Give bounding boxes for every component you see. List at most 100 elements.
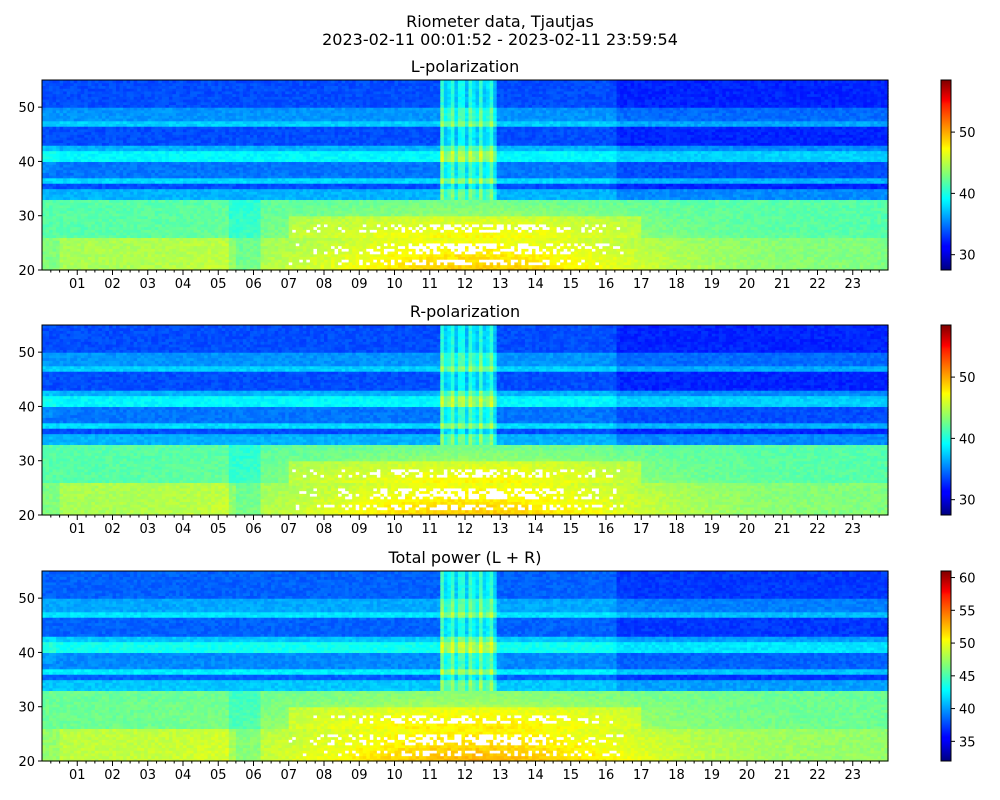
x-tick-label: 08 (316, 277, 333, 292)
x-tick-label: 18 (668, 768, 685, 783)
x-tick-label: 09 (351, 277, 368, 292)
x-tick-label: 20 (739, 277, 756, 292)
x-tick-label: 17 (633, 277, 650, 292)
x-tick-label: 21 (774, 522, 791, 537)
y-tick-label: 50 (18, 101, 35, 116)
x-tick-label: 01 (69, 522, 86, 537)
x-tick-label: 22 (809, 522, 826, 537)
x-tick-label: 04 (175, 768, 192, 783)
x-tick-label: 12 (457, 768, 474, 783)
colorbar-tick-label: 40 (959, 703, 976, 718)
x-tick-label: 06 (245, 277, 262, 292)
colorbar-tick-label: 40 (959, 432, 976, 447)
y-tick-label: 40 (18, 400, 35, 415)
x-tick-label: 11 (421, 768, 438, 783)
y-tick-label: 20 (18, 755, 35, 770)
x-tick-label: 04 (175, 522, 192, 537)
x-tick-label: 22 (809, 768, 826, 783)
y-tick-label: 30 (18, 210, 35, 225)
x-tick-label: 02 (104, 522, 121, 537)
x-tick-label: 02 (104, 768, 121, 783)
panel-3: Total power (L + R) 20 30 40 50 01 02 03 04 05 06 0… (18, 548, 975, 783)
x-tick-label: 05 (210, 522, 227, 537)
x-tick-label: 11 (421, 277, 438, 292)
colorbar-tick-label: 50 (959, 637, 976, 652)
y-tick-label: 20 (18, 264, 35, 279)
heatmap-image (42, 80, 889, 271)
colorbar-tick-label: 30 (959, 249, 976, 264)
x-tick-label: 05 (210, 277, 227, 292)
x-tick-label: 16 (598, 768, 615, 783)
x-tick-label: 03 (139, 768, 156, 783)
x-tick-label: 21 (774, 768, 791, 783)
y-tick-label: 50 (18, 592, 35, 607)
panel-title: Total power (L + R) (387, 548, 541, 567)
x-tick-label: 18 (668, 277, 685, 292)
x-tick-label: 17 (633, 768, 650, 783)
x-tick-label: 11 (421, 522, 438, 537)
x-tick-label: 14 (527, 277, 544, 292)
x-tick-label: 04 (175, 277, 192, 292)
x-tick-label: 17 (633, 522, 650, 537)
x-tick-label: 03 (139, 277, 156, 292)
x-tick-label: 13 (492, 768, 509, 783)
x-tick-label: 08 (316, 522, 333, 537)
x-tick-label: 20 (739, 522, 756, 537)
x-tick-label: 22 (809, 277, 826, 292)
x-tick-label: 23 (844, 277, 861, 292)
x-tick-label: 13 (492, 522, 509, 537)
heatmap-image (42, 325, 889, 516)
x-tick-label: 15 (562, 768, 579, 783)
x-tick-label: 16 (598, 277, 615, 292)
x-tick-label: 12 (457, 522, 474, 537)
x-tick-label: 19 (703, 277, 720, 292)
x-tick-label: 07 (280, 277, 297, 292)
x-tick-label: 09 (351, 522, 368, 537)
y-tick-label: 30 (18, 455, 35, 470)
x-tick-label: 02 (104, 277, 121, 292)
x-tick-label: 20 (739, 768, 756, 783)
y-tick-label: 30 (18, 701, 35, 716)
x-tick-label: 06 (245, 768, 262, 783)
x-tick-label: 19 (703, 768, 720, 783)
figure-title: Riometer data, Tjautjas (406, 12, 594, 31)
x-tick-label: 07 (280, 768, 297, 783)
colorbar-tick-label: 45 (959, 670, 976, 685)
x-tick-label: 12 (457, 277, 474, 292)
y-tick-label: 20 (18, 509, 35, 524)
y-tick-label: 50 (18, 346, 35, 361)
x-tick-label: 06 (245, 522, 262, 537)
x-tick-label: 01 (69, 277, 86, 292)
x-tick-label: 10 (386, 277, 403, 292)
x-tick-label: 15 (562, 277, 579, 292)
colorbar-tick-label: 55 (959, 604, 976, 619)
x-tick-label: 15 (562, 522, 579, 537)
x-tick-label: 01 (69, 768, 86, 783)
x-tick-label: 05 (210, 768, 227, 783)
x-tick-label: 13 (492, 277, 509, 292)
x-tick-label: 19 (703, 522, 720, 537)
x-tick-label: 09 (351, 768, 368, 783)
x-tick-label: 10 (386, 768, 403, 783)
x-tick-label: 07 (280, 522, 297, 537)
x-tick-label: 14 (527, 522, 544, 537)
colorbar-tick-label: 40 (959, 187, 976, 202)
colorbar-tick-label: 35 (959, 735, 976, 750)
figure-subtitle: 2023-02-11 00:01:52 - 2023-02-11 23:59:5… (322, 30, 678, 49)
x-tick-label: 14 (527, 768, 544, 783)
y-tick-label: 40 (18, 155, 35, 170)
x-tick-label: 23 (844, 768, 861, 783)
heatmap-image (42, 571, 889, 762)
x-tick-label: 03 (139, 522, 156, 537)
x-tick-label: 08 (316, 768, 333, 783)
x-tick-label: 16 (598, 522, 615, 537)
x-tick-label: 23 (844, 522, 861, 537)
y-tick-label: 40 (18, 646, 35, 661)
